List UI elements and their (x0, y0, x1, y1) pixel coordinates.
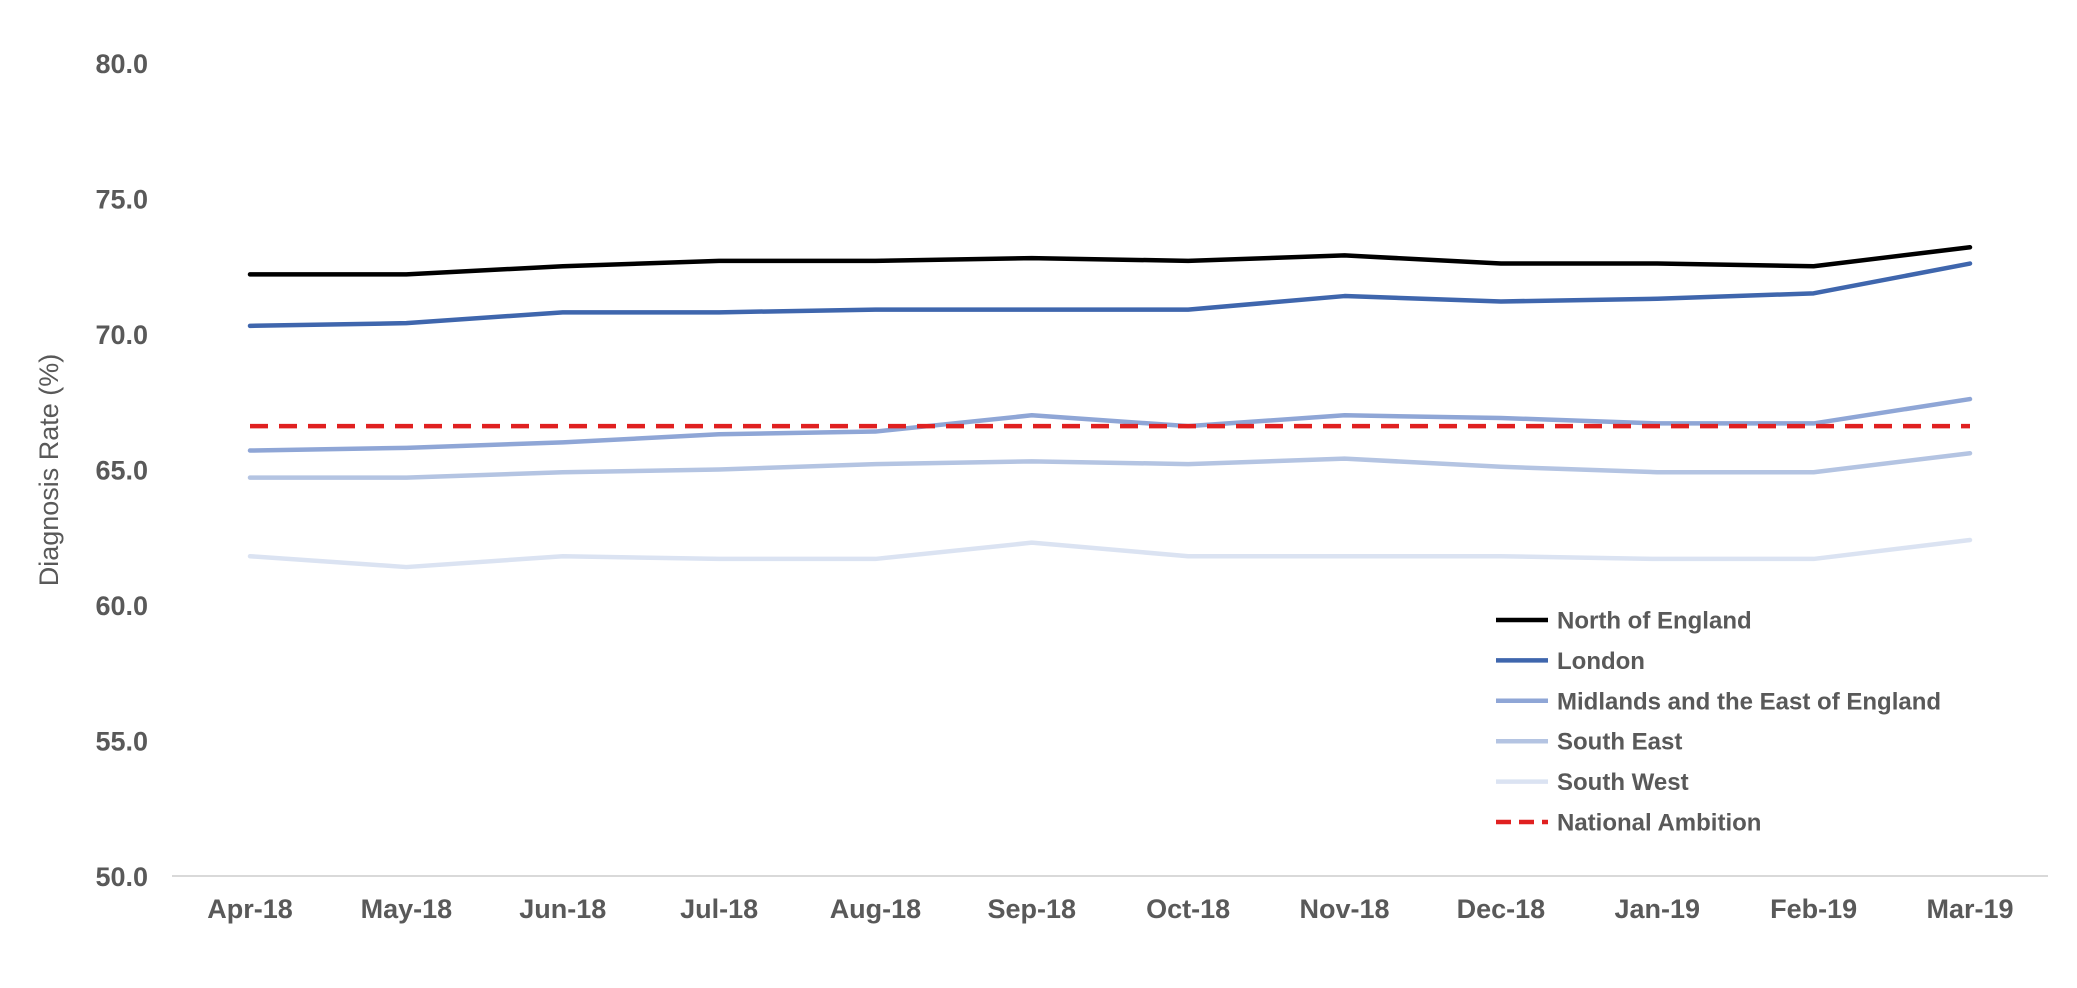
x-tick-label: Oct-18 (1146, 894, 1230, 924)
y-tick-label: 80.0 (95, 49, 148, 79)
series-line-north-of-england (247, 245, 1973, 277)
legend-item: South West (1496, 769, 1689, 796)
y-tick-label: 65.0 (95, 456, 148, 486)
legend-item: National Ambition (1496, 810, 1761, 837)
x-tick-label: May-18 (361, 894, 453, 924)
legend-item: London (1496, 648, 1645, 675)
series-line-south-east (247, 450, 1973, 480)
y-tick-label: 60.0 (95, 591, 148, 621)
legend: North of England London Midlands and the E… (1496, 608, 1941, 837)
x-tick-label: Feb-19 (1770, 894, 1857, 924)
legend-item: South East (1496, 729, 1682, 756)
series-line-south-west (247, 537, 1973, 570)
legend-label: Midlands and the East of England (1557, 688, 1941, 715)
x-axis-ticks: Apr-18 May-18 Jun-18 Jul-18 Aug-18 Sep-18 Oct-… (207, 894, 2013, 924)
legend-label: South East (1557, 729, 1682, 756)
x-tick-label: Apr-18 (207, 894, 293, 924)
legend-label: North of England (1557, 608, 1752, 635)
y-tick-label: 70.0 (95, 320, 148, 350)
y-tick-label: 55.0 (95, 727, 148, 757)
legend-item: North of England (1496, 608, 1752, 635)
x-tick-label: Sep-18 (988, 894, 1077, 924)
y-tick-label: 50.0 (95, 862, 148, 892)
x-tick-label: Mar-19 (1926, 894, 2013, 924)
x-tick-label: Jul-18 (680, 894, 758, 924)
legend-label: London (1557, 648, 1645, 675)
x-tick-label: Dec-18 (1457, 894, 1546, 924)
x-tick-label: Nov-18 (1300, 894, 1390, 924)
y-tick-label: 75.0 (95, 185, 148, 215)
x-tick-label: Aug-18 (830, 894, 922, 924)
series-line-midlands-and-the-east-of-england (247, 396, 1973, 453)
y-axis-title: Diagnosis Rate (%) (34, 354, 64, 587)
y-axis-ticks: 50.0 55.0 60.0 65.0 70.0 75.0 80.0 (95, 49, 148, 892)
legend-label: South West (1557, 769, 1689, 796)
x-tick-label: Jun-18 (519, 894, 606, 924)
legend-label: National Ambition (1557, 810, 1761, 837)
legend-item: Midlands and the East of England (1496, 688, 1941, 715)
x-tick-label: Jan-19 (1614, 894, 1700, 924)
series-line-london (247, 261, 1973, 329)
series-lines (247, 245, 1973, 570)
